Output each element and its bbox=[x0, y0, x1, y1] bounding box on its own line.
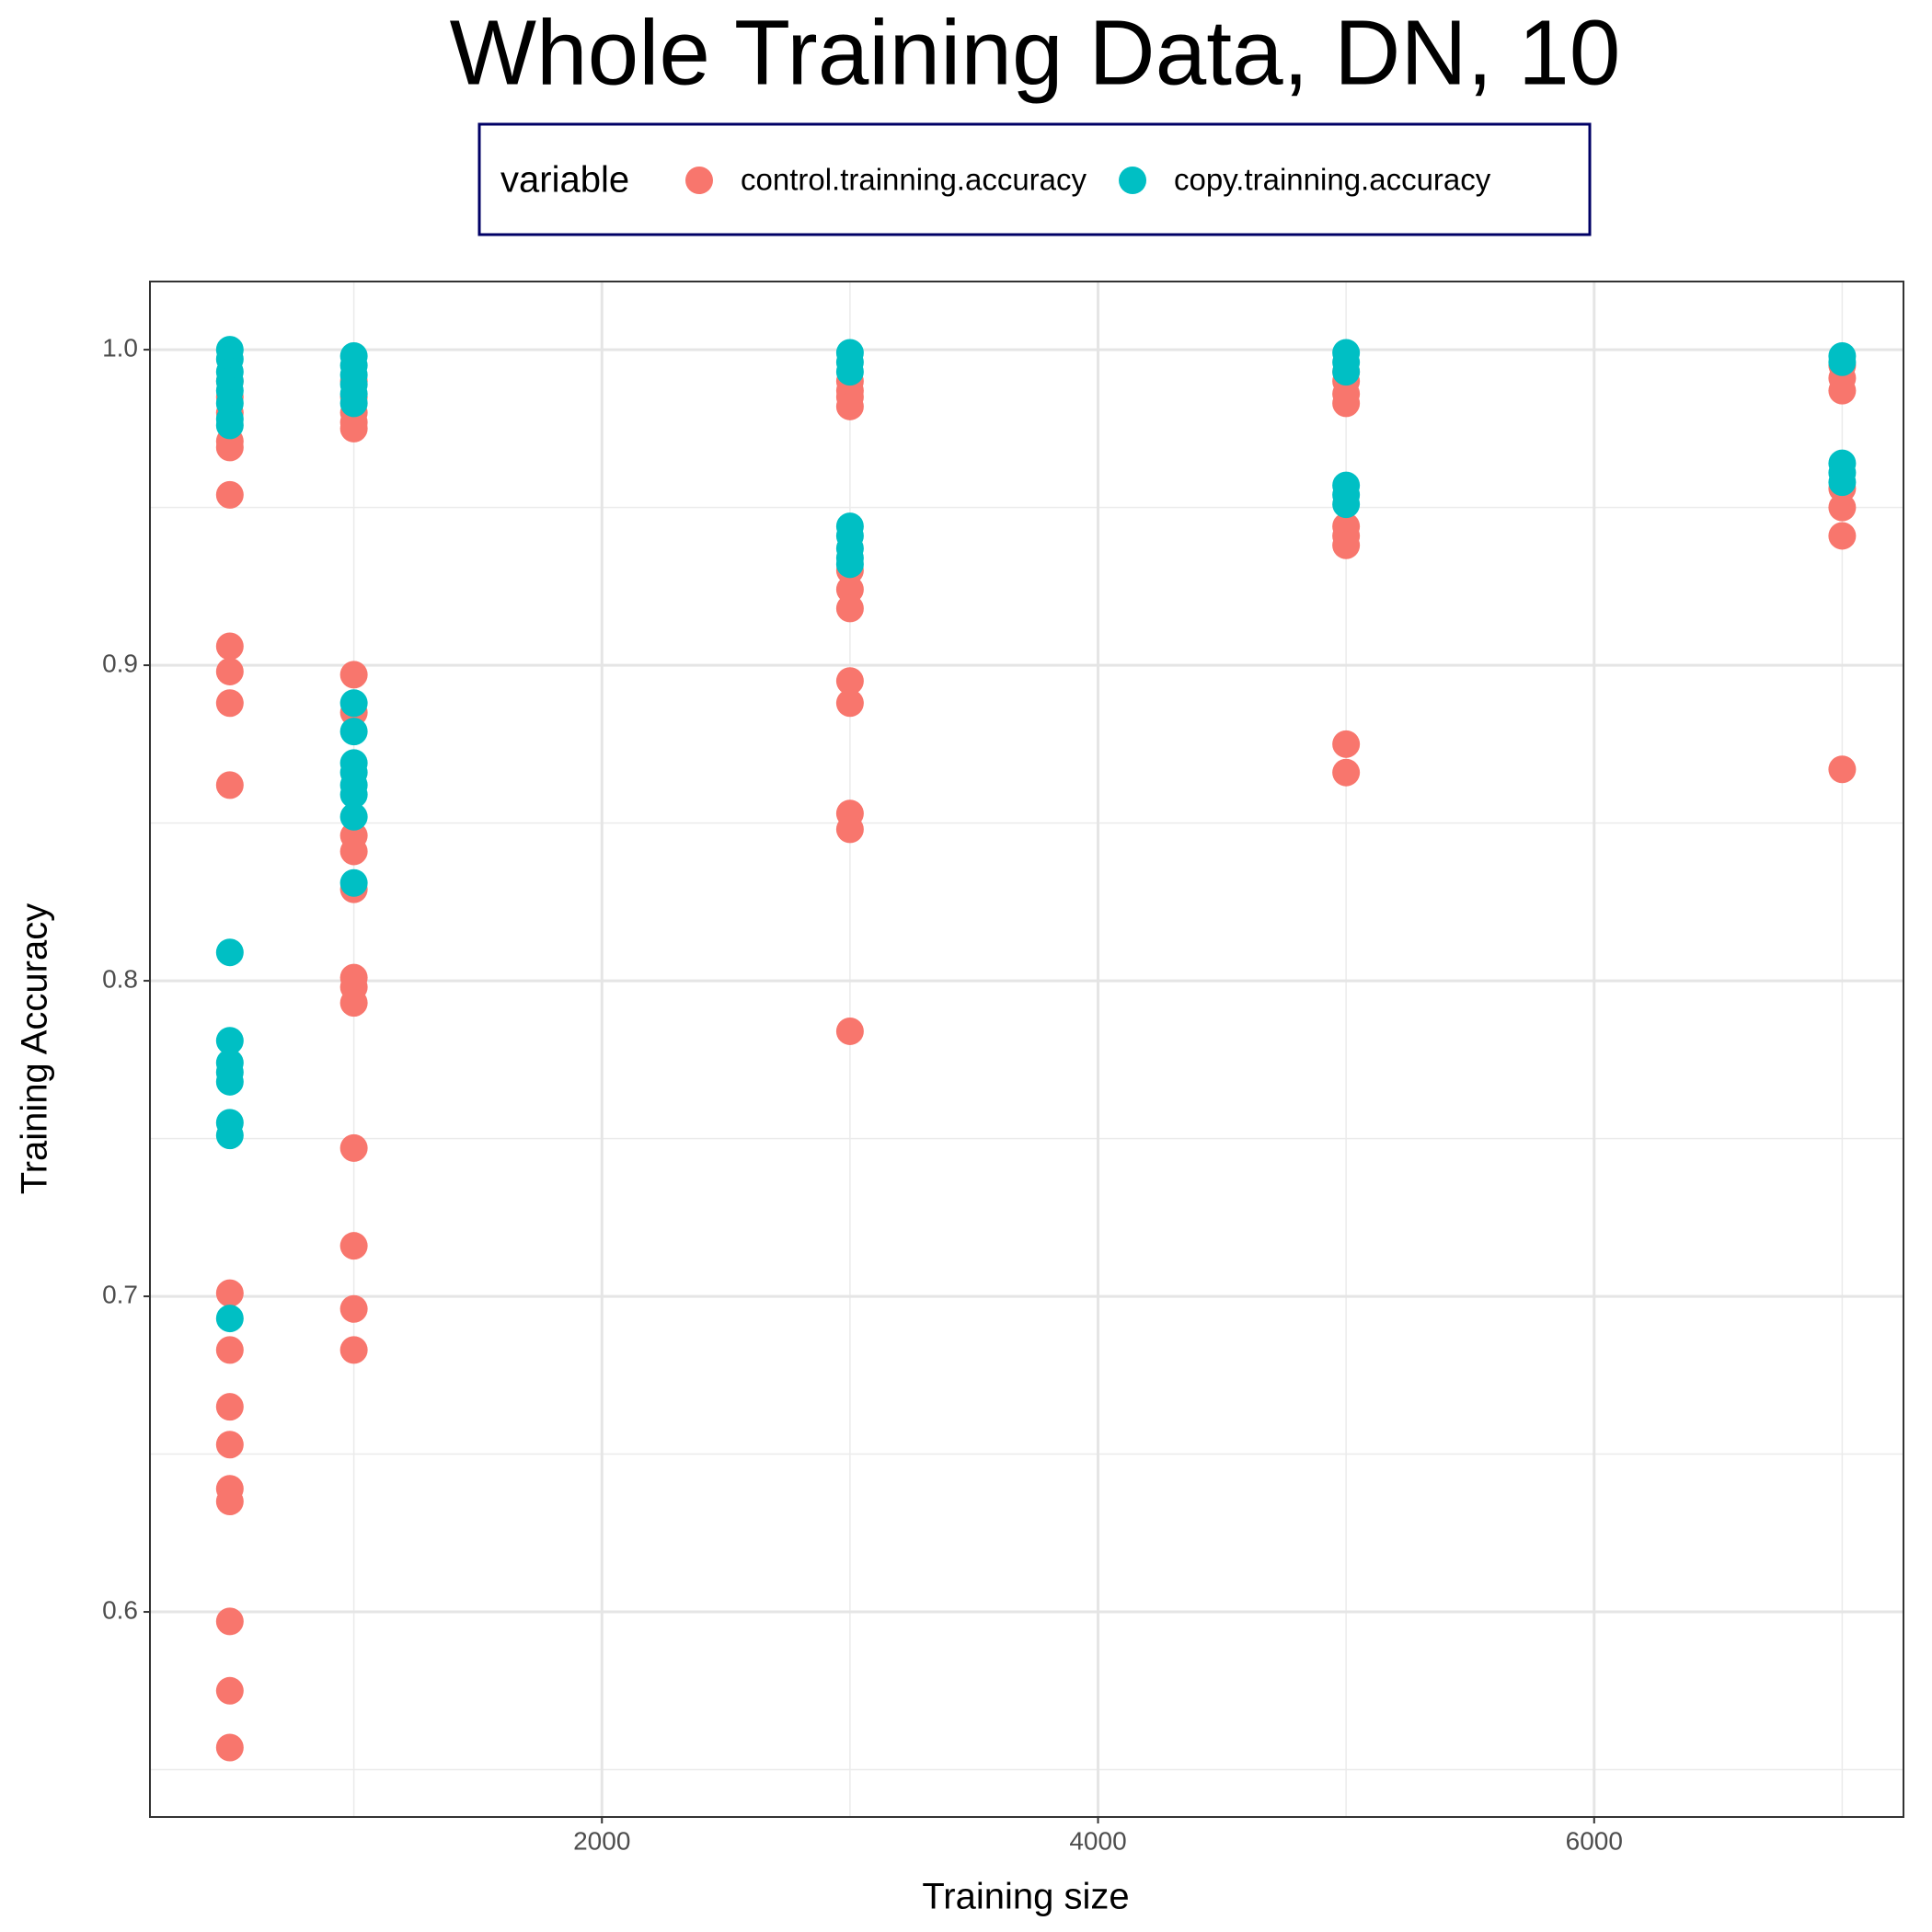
point bbox=[1828, 493, 1857, 522]
point bbox=[835, 392, 864, 420]
panel-border bbox=[149, 281, 1904, 1818]
point bbox=[339, 1133, 368, 1162]
point bbox=[215, 433, 244, 462]
point bbox=[339, 802, 368, 831]
point bbox=[835, 1017, 864, 1045]
point bbox=[215, 771, 244, 799]
point bbox=[835, 815, 864, 844]
legend-label: control.trainning.accuracy bbox=[741, 163, 1087, 197]
point bbox=[1332, 730, 1361, 758]
point bbox=[215, 1431, 244, 1459]
point bbox=[339, 718, 368, 746]
point bbox=[339, 389, 368, 418]
point bbox=[215, 411, 244, 440]
point bbox=[215, 632, 244, 661]
point bbox=[215, 1676, 244, 1705]
point bbox=[215, 1279, 244, 1307]
point bbox=[835, 550, 864, 579]
x-tick-label: 2000 bbox=[573, 1826, 630, 1855]
chart-title: Whole Training Data, DN, 10 bbox=[450, 1, 1621, 104]
point bbox=[215, 1336, 244, 1364]
point bbox=[1828, 376, 1857, 405]
point bbox=[835, 667, 864, 696]
point bbox=[1828, 348, 1857, 376]
point bbox=[339, 868, 368, 897]
point bbox=[1828, 755, 1857, 784]
x-axis-title: Training size bbox=[922, 1877, 1129, 1917]
point bbox=[215, 1305, 244, 1333]
legend-label: copy.trainning.accuracy bbox=[1174, 163, 1491, 197]
point bbox=[215, 689, 244, 718]
y-tick-label: 0.9 bbox=[102, 649, 138, 677]
point bbox=[835, 689, 864, 718]
x-tick-label: 6000 bbox=[1566, 1826, 1623, 1855]
x-tick-label: 4000 bbox=[1069, 1826, 1126, 1855]
point bbox=[1332, 531, 1361, 559]
point bbox=[339, 661, 368, 689]
point bbox=[339, 689, 368, 718]
point bbox=[215, 1067, 244, 1096]
point bbox=[835, 575, 864, 604]
point bbox=[339, 1294, 368, 1323]
point bbox=[1828, 468, 1857, 497]
point bbox=[1332, 358, 1361, 386]
y-axis-title: Training Accuracy bbox=[15, 903, 55, 1194]
point bbox=[835, 358, 864, 386]
point bbox=[1332, 490, 1361, 519]
y-tick-label: 0.8 bbox=[102, 964, 138, 993]
point bbox=[339, 1232, 368, 1260]
legend-marker bbox=[1119, 167, 1147, 194]
point bbox=[215, 938, 244, 967]
point bbox=[215, 1027, 244, 1055]
point bbox=[215, 480, 244, 509]
legend-box bbox=[477, 122, 1592, 236]
point bbox=[1332, 389, 1361, 418]
point bbox=[339, 780, 368, 809]
y-tick-label: 0.7 bbox=[102, 1280, 138, 1308]
point bbox=[215, 657, 244, 685]
point bbox=[1332, 758, 1361, 787]
point bbox=[339, 989, 368, 1018]
point bbox=[215, 1733, 244, 1762]
point bbox=[339, 414, 368, 443]
point bbox=[215, 1121, 244, 1150]
point bbox=[339, 837, 368, 866]
point bbox=[215, 1607, 244, 1636]
point bbox=[1828, 522, 1857, 550]
legend-title: variable bbox=[500, 160, 629, 201]
point bbox=[339, 1336, 368, 1364]
y-tick-label: 0.6 bbox=[102, 1595, 138, 1624]
y-tick-label: 1.0 bbox=[102, 333, 138, 362]
point bbox=[835, 594, 864, 623]
point bbox=[215, 1488, 244, 1516]
legend-marker bbox=[685, 167, 713, 194]
point bbox=[215, 1393, 244, 1421]
